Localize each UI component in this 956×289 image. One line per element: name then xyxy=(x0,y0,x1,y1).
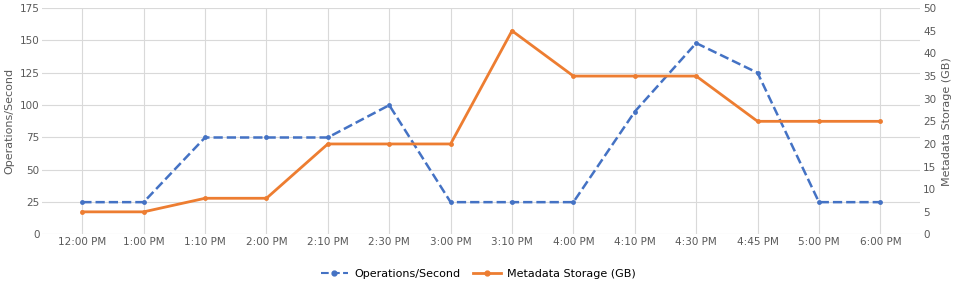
Metadata Storage (GB) xyxy=(261,197,272,200)
Operations/Second xyxy=(751,71,763,75)
Operations/Second xyxy=(814,200,825,204)
Metadata Storage (GB) xyxy=(199,197,210,200)
Metadata Storage (GB) xyxy=(76,210,88,214)
Line: Metadata Storage (GB): Metadata Storage (GB) xyxy=(80,28,882,214)
Metadata Storage (GB) xyxy=(445,142,456,146)
Legend: Operations/Second, Metadata Storage (GB): Operations/Second, Metadata Storage (GB) xyxy=(316,264,640,284)
Operations/Second xyxy=(445,200,456,204)
Metadata Storage (GB) xyxy=(690,74,702,78)
Operations/Second xyxy=(629,110,641,113)
Metadata Storage (GB) xyxy=(138,210,149,214)
Operations/Second xyxy=(507,200,518,204)
Operations/Second xyxy=(199,136,210,139)
Operations/Second xyxy=(138,200,149,204)
Metadata Storage (GB) xyxy=(568,74,579,78)
Line: Operations/Second: Operations/Second xyxy=(80,41,882,205)
Metadata Storage (GB) xyxy=(875,120,886,123)
Operations/Second xyxy=(322,136,334,139)
Metadata Storage (GB) xyxy=(814,120,825,123)
Metadata Storage (GB) xyxy=(751,120,763,123)
Metadata Storage (GB) xyxy=(507,29,518,33)
Operations/Second xyxy=(875,200,886,204)
Operations/Second xyxy=(261,136,272,139)
Metadata Storage (GB) xyxy=(322,142,334,146)
Metadata Storage (GB) xyxy=(629,74,641,78)
Operations/Second xyxy=(568,200,579,204)
Operations/Second xyxy=(690,41,702,45)
Metadata Storage (GB) xyxy=(383,142,395,146)
Operations/Second xyxy=(76,200,88,204)
Y-axis label: Operations/Second: Operations/Second xyxy=(4,68,14,174)
Y-axis label: Metadata Storage (GB): Metadata Storage (GB) xyxy=(942,57,952,186)
Operations/Second xyxy=(383,103,395,107)
